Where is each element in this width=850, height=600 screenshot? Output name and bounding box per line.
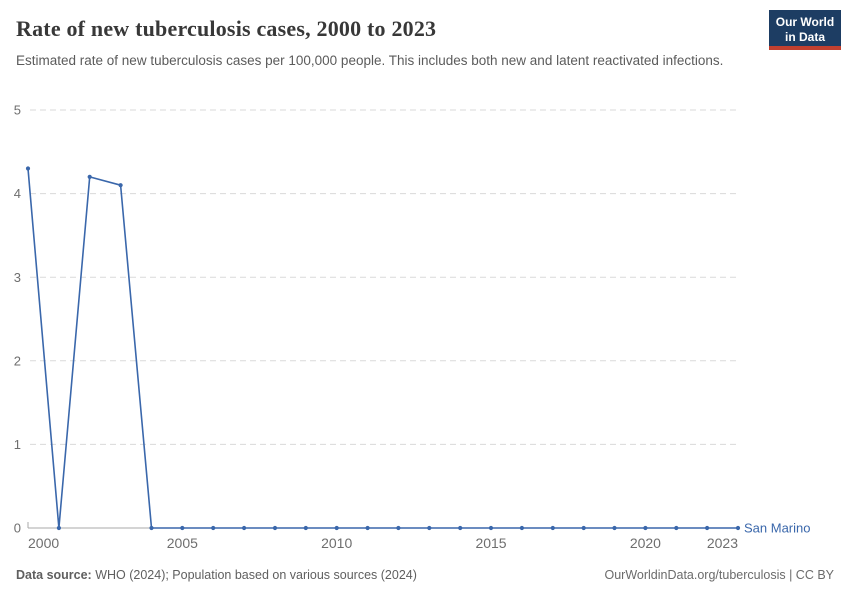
x-tick-label: 2020 [630, 535, 661, 551]
data-point [643, 525, 648, 531]
data-point [365, 525, 370, 531]
y-tick-label: 4 [14, 186, 21, 201]
y-tick-label: 5 [14, 103, 21, 118]
data-point [334, 525, 339, 531]
data-point [612, 525, 617, 531]
data-point [458, 525, 463, 531]
data-point [87, 174, 92, 179]
data-point [149, 525, 154, 531]
owid-logo-line1: Our World [775, 15, 835, 29]
data-source-note: Data source: WHO (2024); Population base… [16, 568, 417, 582]
data-point [581, 525, 586, 531]
y-tick-label: 0 [14, 521, 21, 536]
x-tick-label: 2015 [475, 535, 506, 551]
x-tick-label: 2000 [28, 535, 59, 551]
x-tick-label: 2010 [321, 535, 352, 551]
data-point [303, 525, 308, 531]
owid-logo-line2: in Data [784, 30, 825, 44]
data-point [550, 525, 555, 531]
data-source-label: Data source: [16, 568, 92, 582]
y-tick-label: 3 [14, 270, 21, 285]
data-point [56, 525, 62, 531]
chart-title: Rate of new tuberculosis cases, 2000 to … [16, 16, 437, 41]
x-tick-label: 2005 [167, 535, 198, 551]
data-point [242, 525, 247, 531]
chart-subtitle: Estimated rate of new tuberculosis cases… [16, 53, 724, 68]
owid-logo[interactable]: Our World in Data [769, 10, 841, 50]
y-tick-label: 1 [14, 437, 21, 452]
x-tick-label: 2023 [707, 535, 738, 551]
data-point [427, 525, 432, 531]
series-line [27, 168, 738, 529]
data-point [118, 183, 123, 188]
data-point [705, 525, 710, 531]
data-point [488, 525, 494, 531]
data-source-text: WHO (2024); Population based on various … [91, 568, 417, 582]
data-point [25, 166, 31, 171]
data-point [272, 525, 278, 531]
series-label-san-marino[interactable]: San Marino [744, 521, 810, 536]
owid-url-license[interactable]: OurWorldinData.org/tuberculosis | CC BY [604, 568, 835, 582]
y-tick-label: 2 [14, 353, 21, 368]
data-point [735, 525, 741, 531]
data-point [519, 525, 525, 531]
data-point [396, 525, 401, 531]
chart-footer: Data source: WHO (2024); Population base… [16, 568, 834, 582]
data-point [674, 525, 679, 531]
data-point [211, 525, 216, 531]
data-point [180, 525, 185, 531]
